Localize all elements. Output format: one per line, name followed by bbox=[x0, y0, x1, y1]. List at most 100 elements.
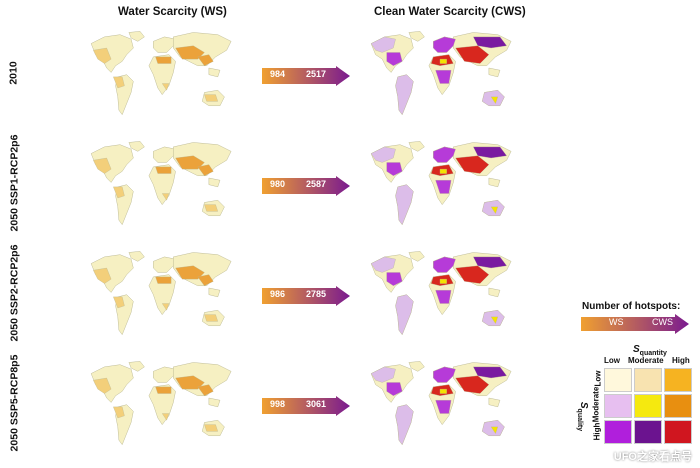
landmass bbox=[488, 177, 501, 188]
hotspot-region bbox=[455, 265, 490, 284]
hotspot-region bbox=[197, 384, 214, 396]
legend-title: Number of hotspots: bbox=[582, 301, 681, 312]
hotspot-region bbox=[435, 400, 452, 414]
hotspot-region bbox=[395, 404, 414, 446]
landmass bbox=[153, 256, 176, 273]
hotspot-region bbox=[455, 375, 490, 394]
landmass bbox=[148, 54, 176, 96]
hotspot-region bbox=[197, 274, 214, 286]
quantity-col-label-high: High bbox=[672, 356, 690, 365]
hotspot-region bbox=[386, 272, 403, 286]
arrow-shape bbox=[262, 396, 350, 416]
hotspot-region bbox=[439, 58, 447, 64]
cws-hotspot-count: 3061 bbox=[306, 399, 327, 409]
world-map-cws bbox=[370, 31, 512, 116]
ws-hotspot-count: 986 bbox=[270, 289, 286, 299]
landmass bbox=[153, 146, 176, 163]
hotspot-region bbox=[370, 366, 396, 383]
world-map-ws bbox=[90, 251, 232, 336]
legend-matrix-cell bbox=[634, 394, 662, 418]
hotspot-region bbox=[473, 146, 507, 159]
arrow-shape bbox=[262, 66, 350, 86]
hotspot-region bbox=[386, 162, 403, 176]
landmass bbox=[153, 36, 176, 53]
hotspot-region bbox=[197, 164, 214, 176]
hotspot-region bbox=[113, 296, 125, 309]
cws-hotspot-count: 2587 bbox=[306, 179, 327, 189]
landmass bbox=[408, 361, 425, 372]
hotspot-region bbox=[113, 406, 125, 419]
row-label: 2050 SSP2-RCP2p6 bbox=[8, 244, 21, 341]
world-map-cws bbox=[370, 251, 512, 336]
quantity-col-label-moderate: Moderate bbox=[628, 356, 664, 365]
hotspot-region bbox=[433, 366, 456, 383]
landmass bbox=[488, 67, 501, 78]
hotspot-region bbox=[435, 70, 452, 84]
world-map-ws bbox=[90, 141, 232, 226]
hotspot-region bbox=[161, 303, 170, 311]
cws-hotspot-count: 2785 bbox=[306, 289, 327, 299]
landmass bbox=[488, 287, 501, 298]
hotspot-region bbox=[386, 382, 403, 396]
hotspot-region bbox=[155, 56, 172, 64]
hotspot-region bbox=[93, 377, 112, 394]
arrow-shape bbox=[262, 176, 350, 196]
hotspot-region bbox=[473, 366, 507, 379]
ws-hotspot-count: 998 bbox=[270, 399, 286, 409]
hotspot-region bbox=[161, 83, 170, 91]
hotspot-region bbox=[113, 186, 125, 199]
legend-matrix-cell bbox=[664, 368, 692, 392]
hotspot-region bbox=[204, 204, 219, 212]
hotspot-region bbox=[204, 424, 219, 432]
squality-label: Squality bbox=[576, 401, 590, 432]
hotspot-region bbox=[439, 168, 447, 174]
row-label: 2010 bbox=[8, 60, 21, 85]
hotspot-region bbox=[204, 314, 219, 322]
landmass bbox=[408, 251, 425, 262]
hotspot-arrow-legend bbox=[581, 314, 689, 334]
landmass bbox=[148, 164, 176, 206]
world-map-ws bbox=[90, 31, 232, 116]
landmass bbox=[128, 251, 145, 262]
hotspot-region bbox=[175, 45, 205, 60]
hotspot-region bbox=[175, 155, 205, 170]
hotspot-region bbox=[155, 386, 172, 394]
hotspot-count-arrow: 998 3061 bbox=[262, 396, 350, 416]
hotspot-region bbox=[433, 256, 456, 273]
landmass bbox=[148, 274, 176, 316]
legend-cws-label: CWS bbox=[652, 317, 673, 327]
hotspot-region bbox=[455, 45, 490, 64]
legend-matrix-cell bbox=[604, 368, 632, 392]
hotspot-region bbox=[435, 180, 452, 194]
hotspot-region bbox=[93, 157, 112, 174]
arrow-shape bbox=[262, 286, 350, 306]
hotspot-region bbox=[490, 426, 499, 434]
quality-row-label-moderate: Moderate bbox=[591, 386, 601, 423]
hotspot-region bbox=[370, 146, 396, 163]
hotspot-region bbox=[370, 36, 396, 53]
hotspot-region bbox=[490, 206, 499, 214]
quantity-col-label-low: Low bbox=[604, 356, 620, 365]
legend-matrix-cell bbox=[634, 368, 662, 392]
hotspot-region bbox=[155, 276, 172, 284]
hotspot-region bbox=[490, 96, 499, 104]
landmass bbox=[128, 361, 145, 372]
hotspot-region bbox=[439, 388, 447, 394]
watermark: UFO之家看点号 bbox=[613, 451, 692, 463]
world-map-cws bbox=[370, 141, 512, 226]
ws-hotspot-count: 980 bbox=[270, 179, 286, 189]
legend-matrix-cell bbox=[664, 420, 692, 444]
cws-hotspot-count: 2517 bbox=[306, 69, 327, 79]
hotspot-region bbox=[490, 316, 499, 324]
hotspot-region bbox=[113, 76, 125, 89]
landmass bbox=[488, 397, 501, 408]
hotspot-region bbox=[93, 47, 112, 64]
landmass bbox=[408, 141, 425, 152]
quality-row-label-high: High bbox=[592, 422, 602, 441]
cws-column-header: Clean Water Scarcity (CWS) bbox=[374, 6, 526, 18]
hotspot-count-arrow: 980 2587 bbox=[262, 176, 350, 196]
hotspot-region bbox=[435, 290, 452, 304]
hotspot-count-arrow: 986 2785 bbox=[262, 286, 350, 306]
legend-matrix-cell bbox=[604, 420, 632, 444]
hotspot-region bbox=[370, 256, 396, 273]
